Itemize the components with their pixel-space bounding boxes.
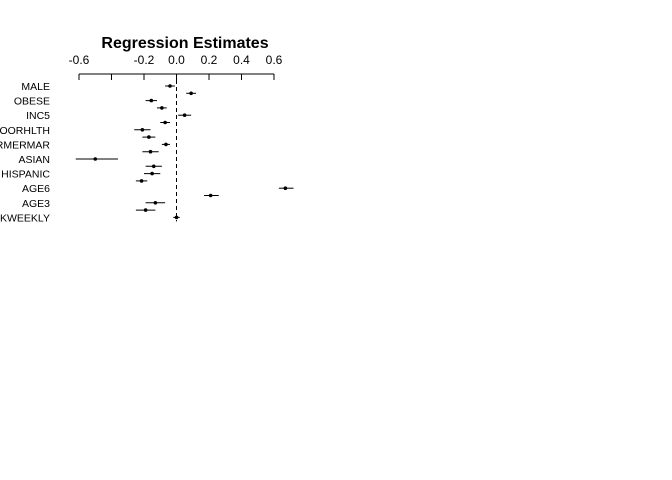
point-estimate bbox=[208, 193, 213, 198]
point-estimate bbox=[139, 179, 144, 183]
point-estimate bbox=[160, 106, 164, 110]
variable-label: ASIAN bbox=[18, 154, 50, 166]
variable-label: OBESE bbox=[14, 96, 50, 108]
variable-label: INC5 bbox=[26, 110, 50, 122]
point-estimate bbox=[151, 164, 156, 169]
variable-labels: MALE OBESE INC5 POORHLTH FORMERMAR ASIAN HISPA… bbox=[0, 81, 50, 224]
point-estimate bbox=[143, 208, 148, 212]
variable-label: POORHLTH bbox=[0, 125, 50, 137]
x-tick-label: -0.6 bbox=[69, 53, 90, 67]
point-estimate bbox=[189, 91, 193, 96]
variable-label: MALE bbox=[21, 81, 50, 93]
variable-label: HISPANIC bbox=[1, 169, 50, 181]
x-tick-label: 0.4 bbox=[233, 53, 250, 67]
variable-label: FORMERMAR bbox=[0, 139, 50, 151]
x-tick-label: 0.2 bbox=[201, 53, 218, 67]
chart-title: Regression Estimates bbox=[101, 35, 268, 52]
point-estimate bbox=[163, 120, 167, 125]
variable-label: AGE6 bbox=[22, 183, 50, 195]
x-tick-label: -0.2 bbox=[134, 53, 155, 67]
point-estimate bbox=[140, 128, 145, 132]
point-estimate bbox=[147, 135, 151, 139]
point-estimate bbox=[283, 186, 288, 190]
x-tick-label: 0.0 bbox=[168, 53, 185, 67]
point-estimate bbox=[150, 171, 154, 176]
point-estimate bbox=[149, 98, 154, 103]
point-estimate bbox=[168, 84, 172, 88]
point-estimate bbox=[164, 142, 168, 147]
point-estimate bbox=[174, 215, 179, 220]
estimate-marks bbox=[75, 84, 294, 220]
variable-label: AGE3 bbox=[22, 198, 50, 210]
x-axis: -0.6 -0.2 0.0 0.2 0.4 0.6 bbox=[69, 53, 283, 80]
variable-label: KWEEKLY bbox=[0, 212, 50, 224]
x-tick-label: 0.6 bbox=[266, 53, 283, 67]
point-estimate bbox=[148, 149, 153, 154]
point-estimate bbox=[153, 201, 158, 205]
point-estimate bbox=[182, 113, 187, 117]
point-estimate bbox=[93, 157, 98, 161]
